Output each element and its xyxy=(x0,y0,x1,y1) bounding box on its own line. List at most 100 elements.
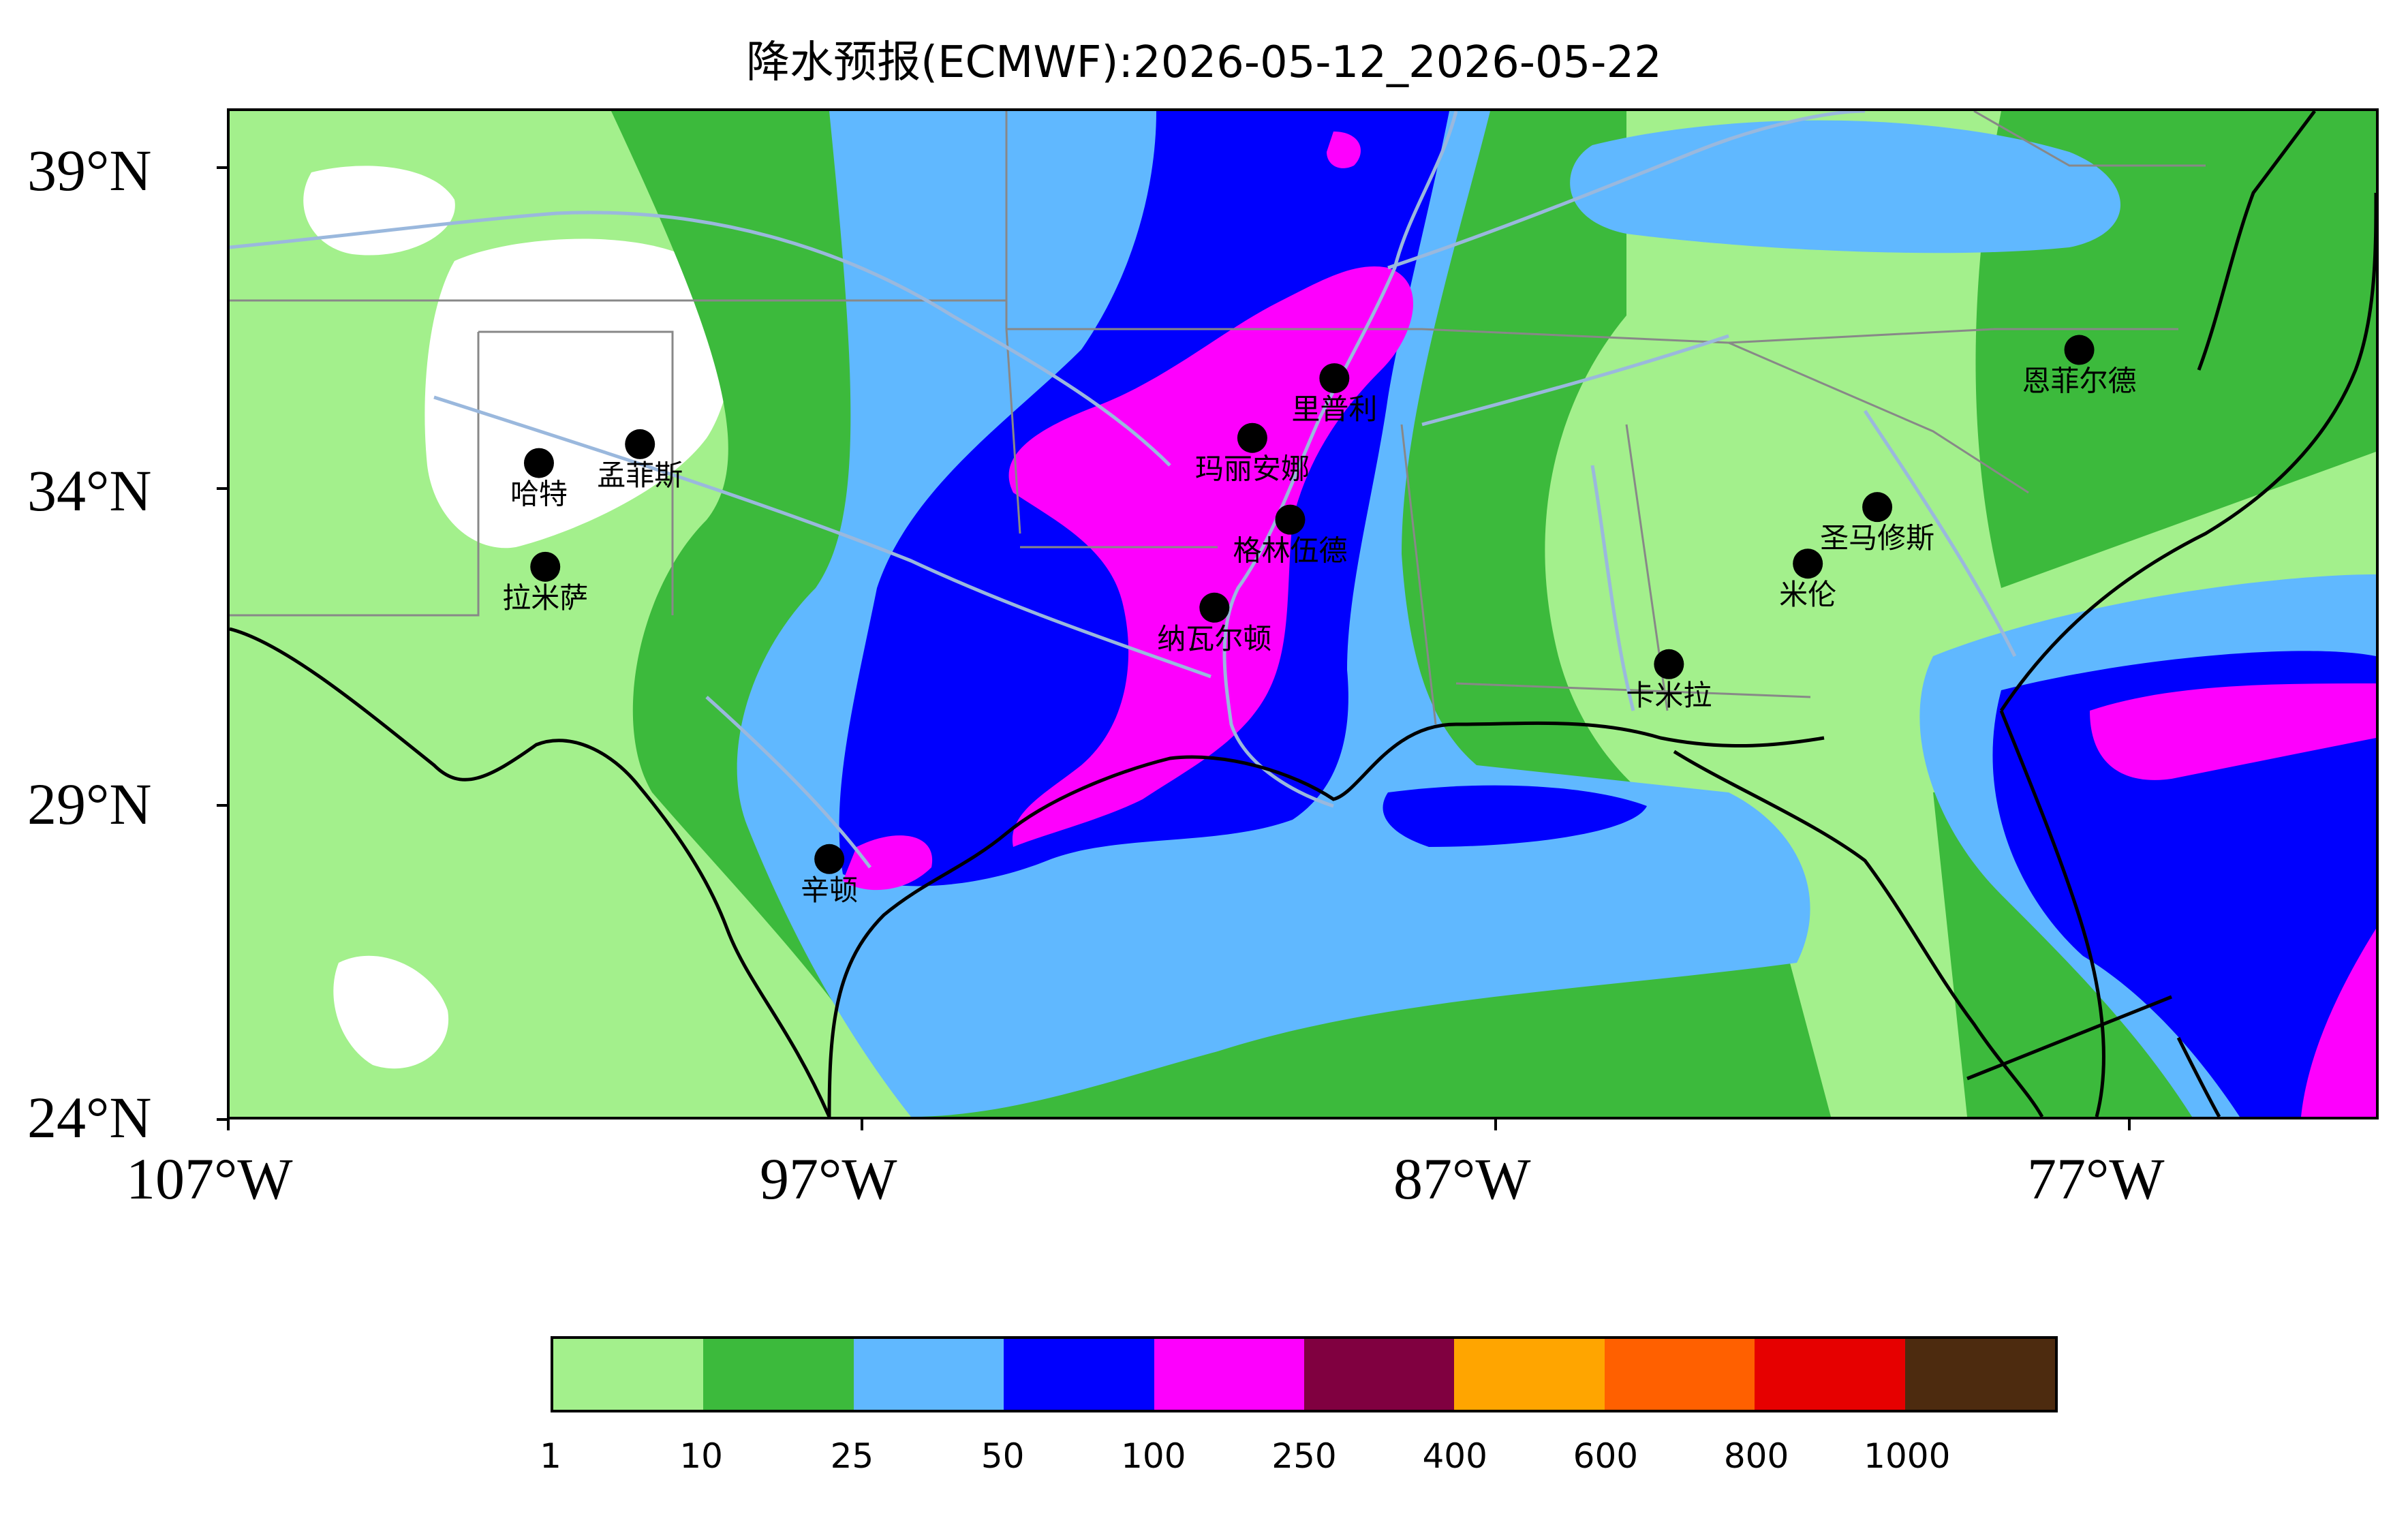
city-marker xyxy=(814,844,845,874)
colorbar-segment xyxy=(1154,1339,1305,1410)
precip-100-250 xyxy=(843,132,2376,1117)
colorbar xyxy=(551,1336,2058,1412)
city-label: 哈特 xyxy=(510,478,568,511)
map-title: 降水预报(ECMWF):2026-05-12_2026-05-22 xyxy=(746,37,1662,88)
colorbar-tick-label: 1000 xyxy=(1864,1436,1951,1476)
tick-mark xyxy=(217,487,228,490)
city-marker xyxy=(1199,592,1230,623)
precip-100-southeast xyxy=(2090,683,2376,780)
colorbar-tick-label: 400 xyxy=(1422,1436,1487,1476)
colorbar-tick-label: 800 xyxy=(1723,1436,1789,1476)
colorbar-tick-label: 600 xyxy=(1573,1436,1639,1476)
precip-100-central xyxy=(1008,266,1414,848)
city-marker xyxy=(2064,335,2095,365)
lon-label: 97°W xyxy=(760,1146,897,1211)
colorbar-segment xyxy=(1604,1339,1755,1410)
coast-gulf xyxy=(230,627,831,1117)
border-virginia-north xyxy=(1973,111,2206,167)
lon-label: 77°W xyxy=(2027,1146,2165,1211)
city-marker xyxy=(523,448,554,478)
river-alabama xyxy=(1590,465,1635,711)
city-marker xyxy=(1275,504,1306,535)
city-marker xyxy=(530,551,561,582)
river-arkansas xyxy=(230,211,1171,467)
coast-bahamas xyxy=(2176,1036,2221,1117)
city-marker xyxy=(1793,549,1823,579)
precip-100-texas xyxy=(843,835,933,891)
colorbar-segment xyxy=(1755,1339,1905,1410)
city-label: 米伦 xyxy=(1779,578,1836,611)
tick-mark xyxy=(1494,1119,1497,1130)
city-label: 里普利 xyxy=(1291,392,1377,426)
tick-mark xyxy=(861,1119,863,1130)
city-label: 纳瓦尔顿 xyxy=(1157,622,1271,655)
colorbar-tick-label: 250 xyxy=(1271,1436,1337,1476)
tick-mark xyxy=(217,166,228,169)
colorbar-segment xyxy=(853,1339,1004,1410)
colorbar-tick-label: 100 xyxy=(1121,1436,1186,1476)
lat-label: 39°N xyxy=(27,138,152,203)
coast-cuba xyxy=(1966,995,2172,1081)
city-marker xyxy=(625,429,655,459)
colorbar-tick-label: 1 xyxy=(540,1436,561,1476)
coast-florida-east xyxy=(1999,710,2105,1117)
coast-atlantic xyxy=(1999,192,2376,712)
city-label: 格林伍德 xyxy=(1233,534,1347,568)
city-marker xyxy=(1862,492,1893,523)
precip-25-north xyxy=(1570,120,2120,253)
river-red xyxy=(433,395,1211,679)
lat-label: 29°N xyxy=(27,771,152,837)
city-label: 卡米拉 xyxy=(1626,679,1712,712)
river-mississippi xyxy=(1222,111,1458,808)
river-savannah xyxy=(1863,410,2017,658)
rivers xyxy=(230,111,2017,869)
colorbar-tick-label: 10 xyxy=(679,1436,723,1476)
border-arkansas-west xyxy=(1005,328,1021,534)
lon-label: 107°W xyxy=(126,1146,293,1211)
lon-label: 87°W xyxy=(1393,1146,1531,1211)
tick-mark xyxy=(227,1119,230,1130)
city-marker xyxy=(1319,363,1350,394)
border-carolina xyxy=(1728,341,2029,494)
tick-mark xyxy=(2128,1119,2131,1130)
coast-texas-louisiana xyxy=(827,721,1825,1117)
river-tennessee xyxy=(1421,334,1729,427)
city-label: 孟菲斯 xyxy=(597,459,683,492)
map-frame: 哈特 孟菲斯拉米萨 里普利玛丽安娜格林伍德纳瓦尔顿辛顿 卡米拉 米伦 圣马修斯 恩菲尔德 xyxy=(227,108,2379,1119)
colorbar-tick-label: 25 xyxy=(830,1436,874,1476)
precip-50-southeast xyxy=(1992,651,2376,1117)
border-texas-panhandle-east xyxy=(478,330,674,615)
coast-chesapeake xyxy=(2197,111,2316,371)
precip-100-coast xyxy=(2301,929,2376,1117)
colorbar-segment xyxy=(703,1339,854,1410)
colorbar-tick-label: 50 xyxy=(981,1436,1025,1476)
coast-florida-west xyxy=(1673,750,2044,1117)
border-mississippi-east xyxy=(1400,424,1437,725)
lat-label: 24°N xyxy=(27,1085,152,1150)
city-marker xyxy=(1237,422,1267,453)
state-borders xyxy=(230,111,2206,725)
city-label: 玛丽安娜 xyxy=(1195,452,1310,486)
tick-mark xyxy=(217,1118,228,1121)
coastlines xyxy=(230,111,2376,1117)
city-label: 辛顿 xyxy=(801,874,858,907)
colorbar-segment xyxy=(553,1339,704,1410)
city-marker xyxy=(1654,649,1684,679)
lat-label: 34°N xyxy=(27,458,152,523)
colorbar-segment xyxy=(1304,1339,1455,1410)
border-florida-north xyxy=(1455,682,1811,698)
precip-50-gulf xyxy=(1383,785,1647,847)
precip-white-southwest xyxy=(333,955,449,1069)
precip-white-west xyxy=(425,238,732,549)
city-label: 拉米萨 xyxy=(502,581,588,615)
precip-100-north xyxy=(1327,132,1361,168)
border-panhandle-west xyxy=(230,332,480,617)
colorbar-segment xyxy=(1904,1339,2056,1410)
tick-mark xyxy=(217,804,228,807)
colorbar-segment xyxy=(1004,1339,1154,1410)
city-label: 恩菲尔德 xyxy=(2022,365,2137,398)
colorbar-segment xyxy=(1454,1339,1605,1410)
city-label: 圣马修斯 xyxy=(1820,521,1934,555)
